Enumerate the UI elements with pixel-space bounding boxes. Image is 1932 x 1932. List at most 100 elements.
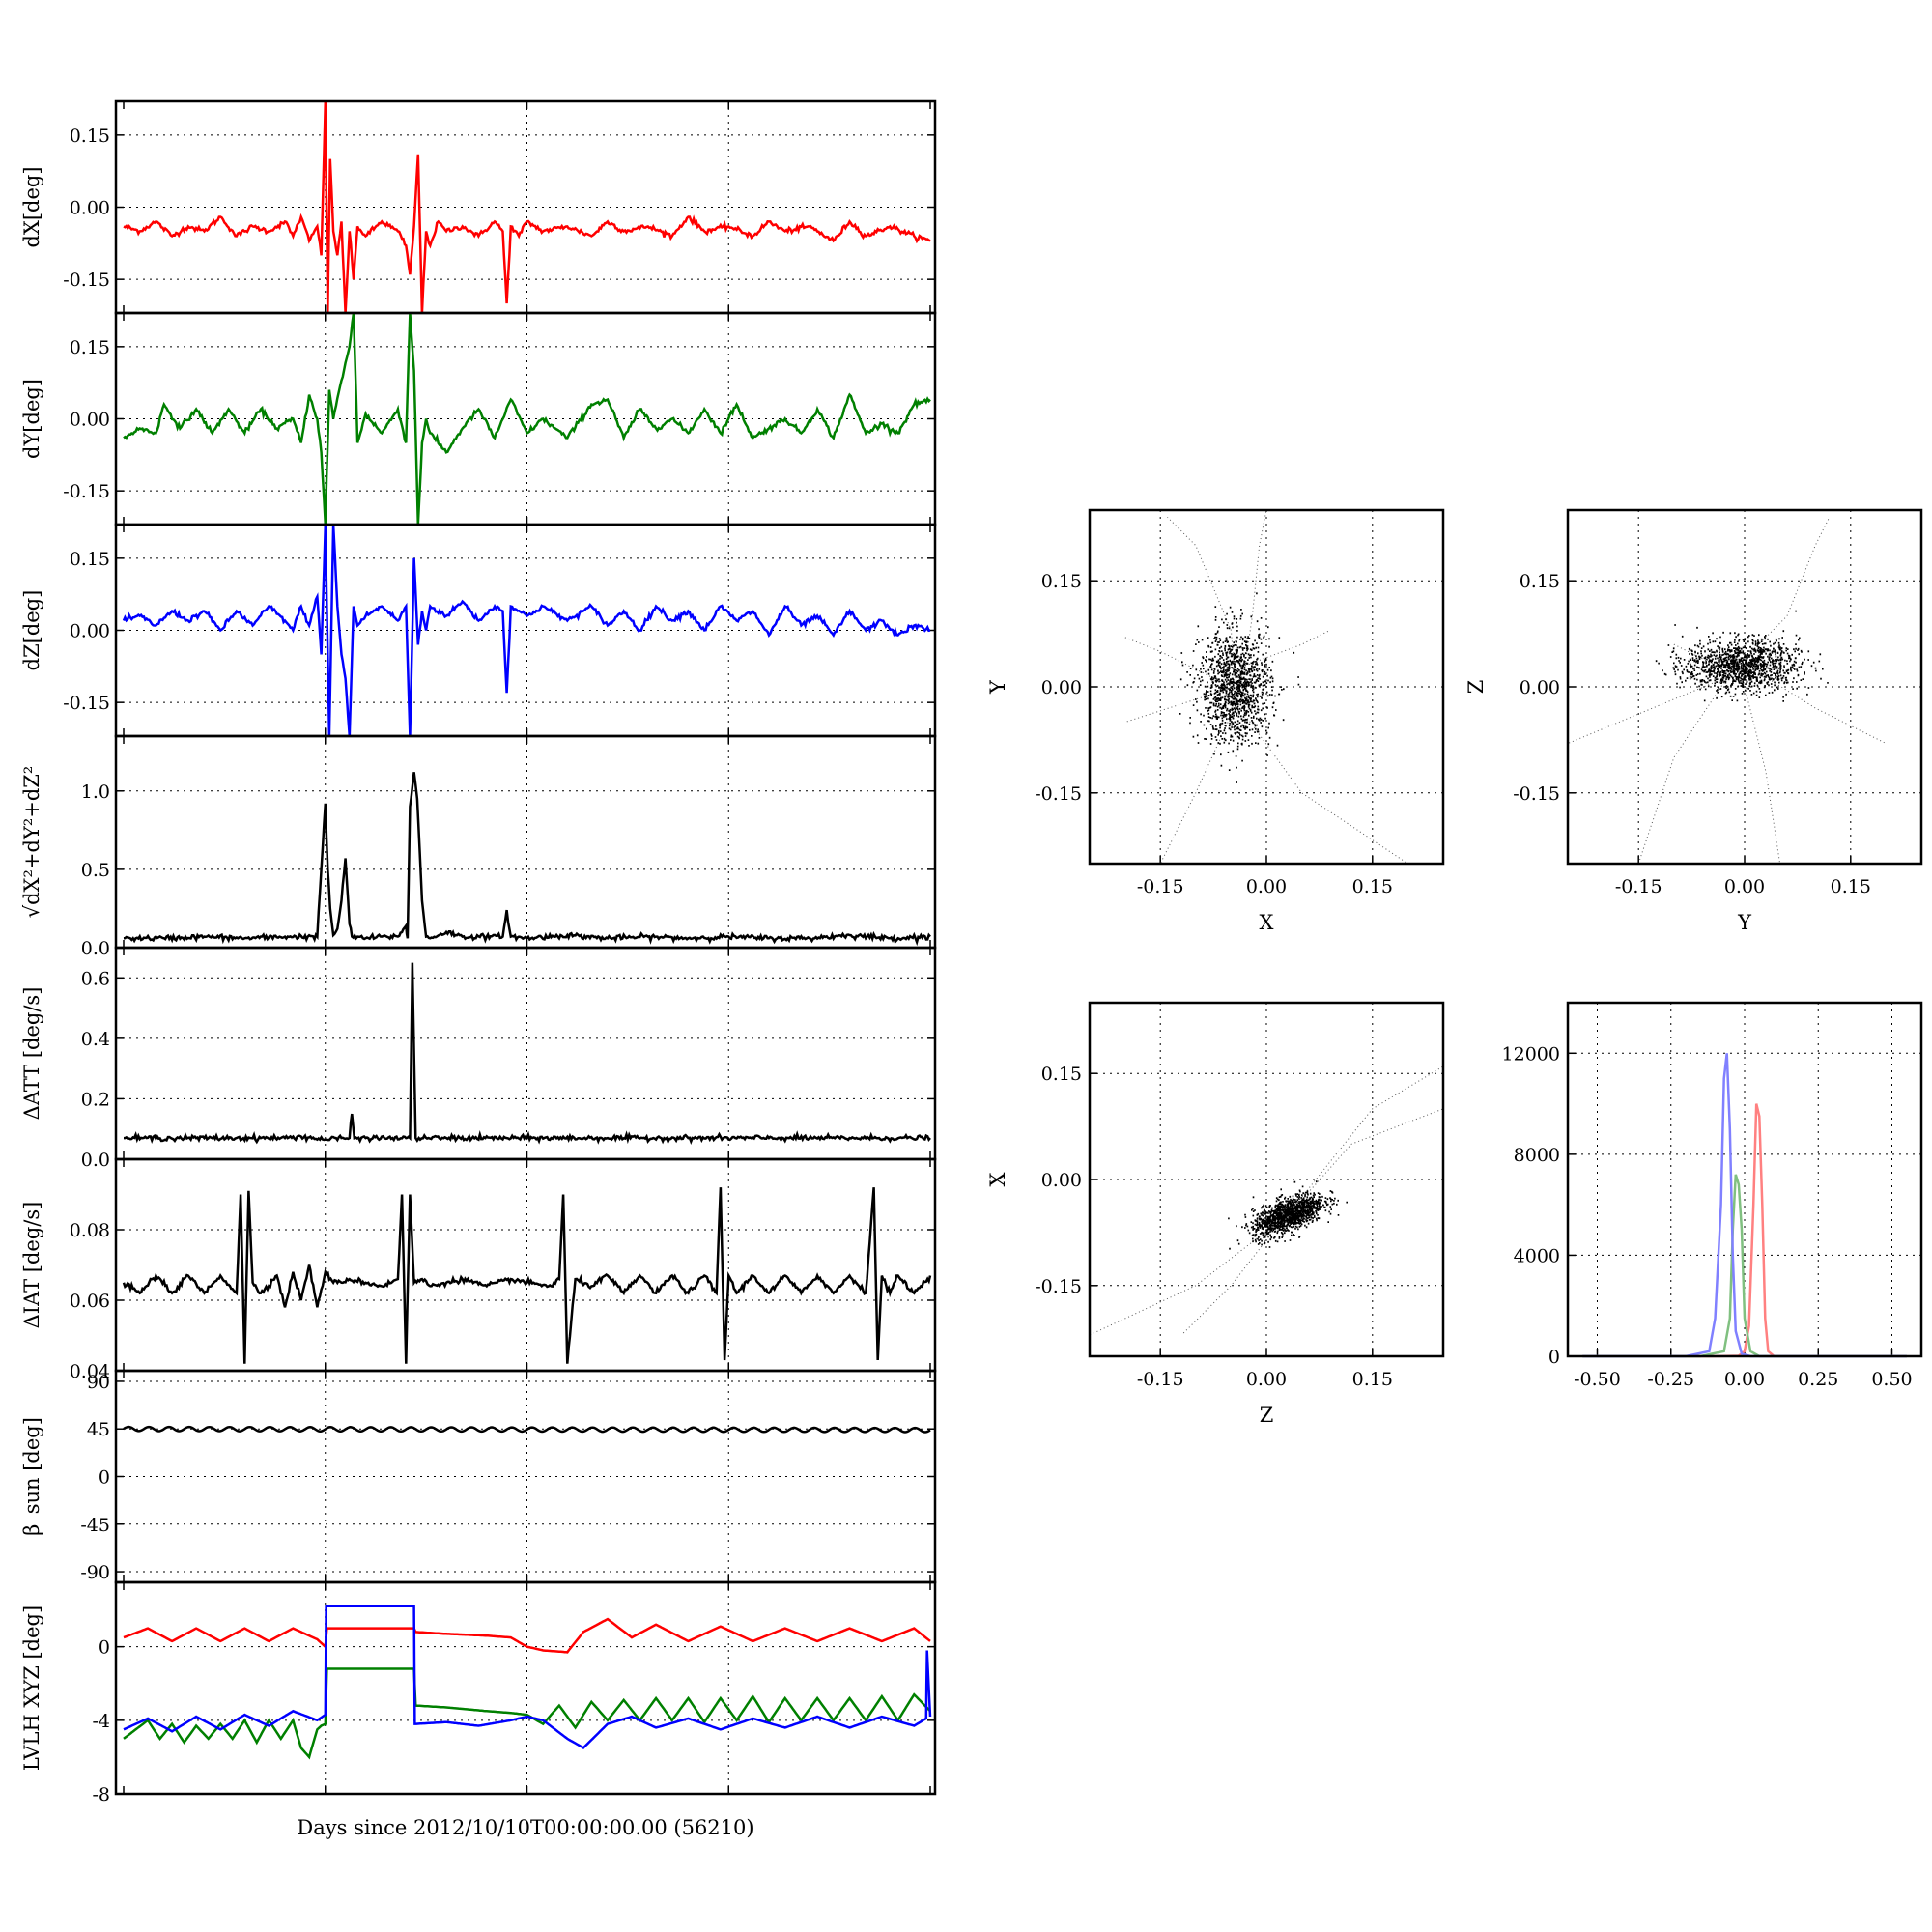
y-tick-label: 0.2 [81, 1089, 110, 1110]
y-tick-label: 0.15 [70, 549, 110, 570]
scatter-streak [1090, 1214, 1289, 1336]
y-tick-label: 0 [1548, 1347, 1560, 1368]
panel-hist: -0.50 -0.25 0.00 0.25 0.50 12000 8000 4000 0 [1502, 1001, 1923, 1390]
y-tick-label: -0.15 [63, 693, 110, 714]
x-tick-label: 0.00 [1246, 876, 1287, 897]
series-line-2 [123, 1605, 932, 1749]
scatter-cluster [1228, 1180, 1348, 1250]
axes-frame [114, 946, 937, 1161]
y-tick-label: 0.00 [1520, 677, 1560, 698]
y-tick-label: 90 [87, 1372, 110, 1393]
scatter-cluster [1179, 592, 1300, 783]
y-axis-label: dX[deg] [20, 166, 43, 247]
axes-frame [1088, 1001, 1445, 1358]
scatter-points [1568, 517, 1887, 864]
scatter-streak [1568, 671, 1738, 745]
x-tick-label: -0.15 [1137, 1369, 1184, 1390]
y-axis-label: ΔATT [deg/s] [20, 987, 43, 1121]
x-tick-label: 0.15 [1352, 876, 1393, 897]
y-tick-label: 0 [99, 1467, 110, 1489]
y-tick-label: 0.06 [70, 1291, 110, 1312]
y-tick-label: 0 [99, 1637, 110, 1659]
series-line-0 [123, 772, 931, 947]
series-line-0 [123, 313, 931, 525]
x-tick-label: 0.15 [1831, 876, 1871, 897]
panel-xy: -0.15 -0.15 0.00 0.00 0.15 0.15 X Y [986, 508, 1445, 934]
y-tick-label: 0.5 [81, 860, 110, 881]
axes-frame [114, 1580, 937, 1796]
panel-dz: 0.15 0.00 -0.15 dZ[deg] [20, 523, 937, 738]
histogram-line-2 [1582, 1053, 1907, 1358]
y-tick-label: -0.15 [1513, 783, 1560, 805]
y-axis-label: dZ[deg] [20, 590, 43, 671]
x-tick-label: -0.25 [1647, 1369, 1694, 1390]
y-tick-label: 45 [87, 1419, 110, 1440]
y-tick-label: 0.4 [81, 1029, 110, 1050]
scatter-streak [1637, 672, 1731, 864]
series-line-0 [123, 101, 931, 313]
panel-datt: 0.6 0.4 0.2 0.0 ΔATT [deg/s] [20, 946, 937, 1171]
panel-dx: 0.15 0.00 -0.15 dX[deg] [20, 99, 937, 315]
y-axis-label: β_sun [deg] [20, 1417, 43, 1536]
x-axis-label: Days since 2012/10/10T00:00:00.00 (56210… [297, 1816, 753, 1839]
series-line-0 [124, 962, 931, 1145]
x-tick-label: 0.00 [1724, 876, 1765, 897]
y-tick-label: -8 [92, 1784, 110, 1805]
y-axis-label: X [986, 1172, 1009, 1186]
axes-frame [1088, 508, 1445, 866]
panel-zx: -0.15 -0.15 0.00 0.00 0.15 0.15 Z X [986, 1001, 1445, 1427]
histogram-line-1 [1582, 1174, 1907, 1358]
y-tick-label: 12000 [1502, 1043, 1560, 1065]
y-tick-label: 0.0 [81, 938, 110, 959]
y-tick-label: 1.0 [81, 781, 110, 803]
x-tick-label: -0.15 [1137, 876, 1184, 897]
y-tick-label: 0.08 [70, 1220, 110, 1241]
y-tick-label: -0.15 [63, 270, 110, 291]
scatter-points [1090, 1065, 1443, 1336]
scatter-streak [1244, 510, 1267, 667]
y-tick-label: 0.6 [81, 968, 110, 989]
scatter-streak [1744, 686, 1781, 864]
y-tick-label: -0.15 [1035, 783, 1082, 805]
y-axis-label: √dX²+dY²+dZ² [20, 766, 43, 919]
y-axis-label: LVLH XYZ [deg] [20, 1605, 43, 1771]
panel-beta: 90 45 0 -45 -90 β_sun [deg] [20, 1369, 937, 1584]
panel-mag: 1.0 0.5 0.0 √dX²+dY²+dZ² [20, 734, 937, 959]
panel-diat: 0.08 0.06 0.04 ΔIAT [deg/s] [20, 1157, 937, 1382]
y-tick-label: 0.00 [70, 410, 110, 431]
y-tick-label: 0.00 [70, 198, 110, 219]
y-tick-label: -4 [92, 1711, 110, 1732]
y-tick-label: 0.15 [70, 126, 110, 147]
axes-frame [114, 734, 937, 950]
x-axis-label: X [1260, 911, 1274, 934]
y-tick-label: 0.00 [70, 621, 110, 642]
scatter-points [1124, 510, 1408, 864]
scatter-streak [1167, 516, 1236, 673]
x-axis-label: Z [1260, 1404, 1274, 1427]
y-axis-label: Z [1464, 680, 1488, 695]
y-tick-label: 0.04 [70, 1361, 110, 1382]
y-tick-label: 0.15 [1041, 1064, 1082, 1085]
scatter-streak [1293, 1108, 1443, 1208]
y-tick-label: -45 [80, 1515, 110, 1536]
y-axis-label: dY[deg] [20, 379, 43, 459]
scatter-cluster [1655, 610, 1829, 702]
y-tick-label: 0.15 [1041, 571, 1082, 592]
scatter-streak [1287, 1065, 1443, 1215]
x-tick-label: -0.50 [1574, 1369, 1621, 1390]
series-line-0 [122, 525, 931, 736]
scatter-streak [1124, 637, 1232, 688]
series-line-0 [123, 1425, 931, 1434]
x-tick-label: 0.15 [1352, 1369, 1393, 1390]
y-tick-label: 0.15 [70, 337, 110, 358]
plots-layer: 0.150.00-0.15dX[deg]0.150.00-0.15dY[deg]… [20, 99, 1923, 1805]
series-line-0 [122, 1187, 932, 1364]
scatter-streak [1758, 671, 1887, 745]
series-line-1 [123, 1667, 931, 1760]
y-tick-label: -0.15 [1035, 1276, 1082, 1297]
y-tick-label: 4000 [1514, 1245, 1560, 1266]
scatter-streak [1159, 715, 1232, 864]
panel-dy: 0.15 0.00 -0.15 dY[deg] [20, 311, 937, 526]
panel-yz: -0.15 -0.15 0.00 0.00 0.15 0.15 Y Z [1464, 508, 1923, 934]
x-tick-label: 0.00 [1724, 1369, 1765, 1390]
